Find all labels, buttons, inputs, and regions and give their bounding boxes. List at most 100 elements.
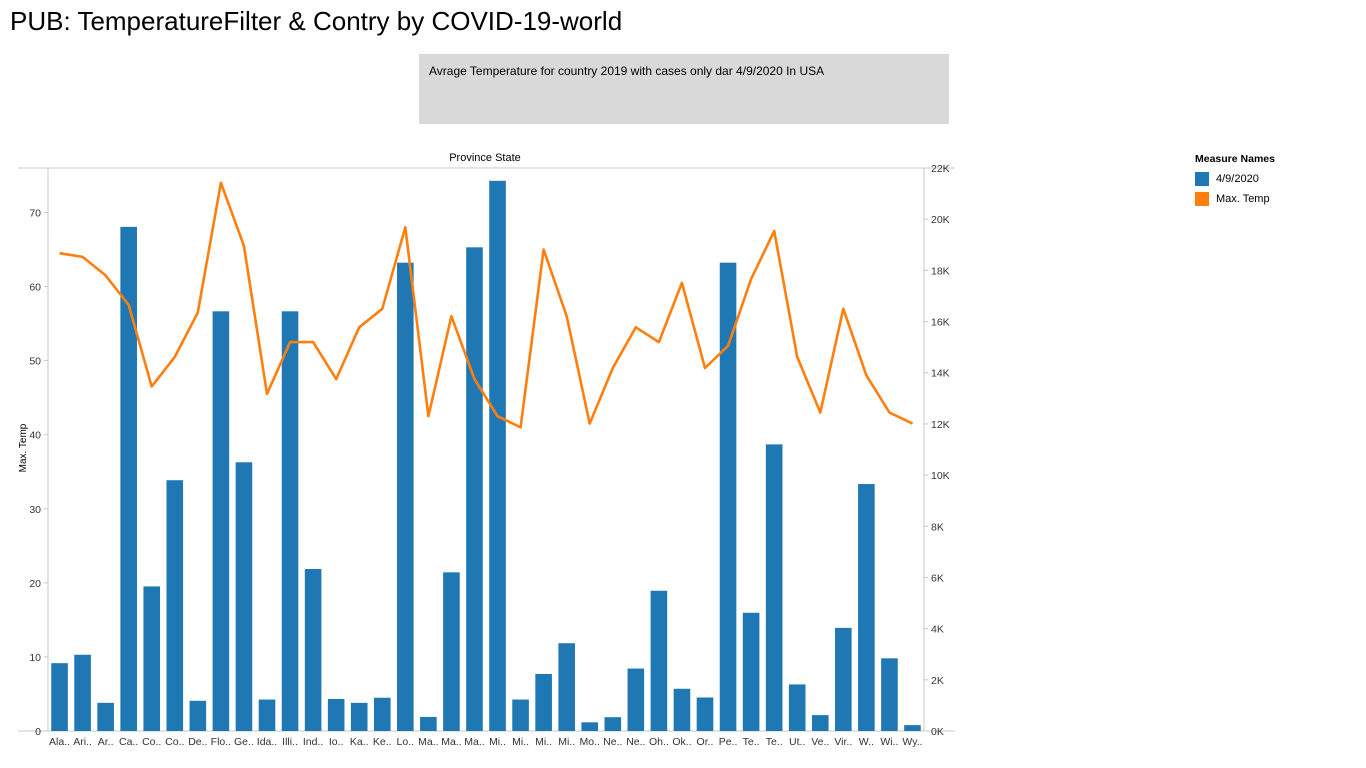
legend-swatch — [1195, 192, 1209, 206]
line-series — [59, 181, 914, 429]
x-tick-label: Ne.. — [626, 736, 645, 748]
x-tick-label: Ge.. — [234, 736, 254, 748]
x-tick-label: Wi.. — [880, 736, 898, 748]
bar — [420, 716, 437, 731]
bar — [719, 262, 737, 731]
dual-axis-chart: Province State Max. Temp 0 10 20 30 40 50 60 70… — [18, 152, 955, 748]
y-right-tick-label: 0K — [931, 726, 944, 738]
y-right-tick-label: 12K — [931, 419, 950, 431]
x-tick-label: Ida.. — [257, 736, 277, 748]
legend-item-cases[interactable]: 4/9/2020 — [1195, 169, 1275, 189]
x-tick-label: Flo.. — [211, 736, 231, 748]
y-axis-left: 0 10 20 30 40 50 60 70 — [29, 207, 48, 738]
x-tick-label: Ari.. — [73, 736, 92, 748]
x-tick-label: Wy.. — [902, 736, 922, 748]
y-right-tick-label: 18K — [931, 265, 950, 277]
x-tick-label: Ut.. — [789, 736, 805, 748]
y-right-tick-label: 4K — [931, 624, 944, 636]
y-right-tick-label: 2K — [931, 675, 944, 687]
x-tick-label: Ma.. — [464, 736, 484, 748]
x-tick-label: Ke.. — [373, 736, 392, 748]
legend-item-max-temp[interactable]: Max. Temp — [1195, 189, 1275, 209]
bar — [558, 643, 575, 731]
legend-item-label: 4/9/2020 — [1216, 173, 1259, 185]
bar — [788, 684, 806, 731]
bar — [373, 697, 391, 731]
x-tick-label: Ve.. — [811, 736, 829, 748]
y-axis-right: 0K 2K 4K 6K 8K 10K 12K 14K 16K 18K 20K 22K — [924, 163, 950, 738]
bar — [696, 697, 714, 731]
bar — [443, 572, 460, 731]
bar — [881, 658, 898, 731]
bar — [281, 311, 299, 731]
x-tick-label: Ne.. — [603, 736, 622, 748]
y-left-tick-label: 50 — [29, 356, 41, 368]
x-tick-label: Ca.. — [119, 736, 138, 748]
x-tick-label: Ind.. — [303, 736, 323, 748]
y-left-tick-label: 20 — [29, 578, 41, 590]
bar — [212, 311, 230, 731]
subtitle-box: Avrage Temperature for country 2019 with… — [419, 54, 949, 124]
x-tick-label: Pe.. — [719, 736, 738, 748]
y-right-tick-label: 16K — [931, 317, 950, 329]
bar — [512, 699, 529, 731]
page-title: PUB: TemperatureFilter & Contry by COVID… — [10, 6, 623, 36]
bar — [350, 702, 368, 731]
bar — [604, 717, 622, 731]
bar — [143, 586, 161, 731]
x-tick-label: Co.. — [142, 736, 161, 748]
x-tick-label: Vir.. — [834, 736, 852, 748]
bar — [765, 444, 783, 731]
x-tick-label: Co.. — [165, 736, 184, 748]
y-left-tick-label: 0 — [35, 726, 41, 738]
y-left-tick-label: 60 — [29, 282, 41, 294]
x-tick-label: Ma.. — [441, 736, 461, 748]
bar — [627, 668, 645, 731]
x-tick-label: Ma.. — [418, 736, 438, 748]
x-tick-label: Mi.. — [558, 736, 575, 748]
bar — [327, 699, 345, 731]
bar — [904, 725, 921, 731]
bar — [120, 226, 137, 731]
x-tick-label: Ala.. — [49, 736, 70, 748]
x-tick-label: Io.. — [329, 736, 344, 748]
x-tick-label: Mi.. — [512, 736, 529, 748]
x-tick-label: Mo.. — [580, 736, 600, 748]
x-tick-label: W.. — [859, 736, 874, 748]
y-left-tick-label: 40 — [29, 430, 41, 442]
bar — [235, 462, 253, 731]
bar-series — [51, 180, 921, 731]
bar — [673, 688, 691, 731]
bar — [466, 247, 483, 731]
bar — [581, 722, 599, 731]
bar — [489, 180, 506, 731]
bar — [811, 715, 829, 731]
y-right-tick-label: 6K — [931, 572, 944, 584]
bar — [97, 702, 114, 731]
x-tick-label: Oh.. — [649, 736, 669, 748]
bar — [51, 663, 68, 731]
legend-title: Measure Names — [1195, 153, 1275, 165]
y-left-tick-label: 30 — [29, 504, 41, 516]
subtitle-text: Avrage Temperature for country 2019 with… — [429, 64, 825, 78]
y-left-tick-label: 70 — [29, 207, 41, 219]
x-tick-label: Mi.. — [489, 736, 506, 748]
y-left-tick-label: 10 — [29, 652, 41, 664]
bar — [858, 484, 875, 731]
y-right-tick-label: 8K — [931, 521, 944, 533]
y-right-tick-label: 22K — [931, 163, 950, 175]
y-right-tick-label: 20K — [931, 214, 950, 226]
bar — [835, 627, 852, 731]
x-tick-label: Ar.. — [98, 736, 114, 748]
x-tick-label: Ka.. — [350, 736, 369, 748]
x-axis: Ala.. Ari.. Ar.. Ca.. Co.. Co.. De.. Flo.. Ge.. I… — [49, 736, 923, 748]
bar — [650, 590, 668, 731]
bar — [535, 673, 552, 731]
x-tick-label: Ok.. — [672, 736, 691, 748]
bar — [742, 612, 760, 731]
legend: Measure Names 4/9/2020 Max. Temp — [1195, 153, 1275, 209]
chart-title: Province State — [449, 152, 521, 164]
bar — [397, 262, 414, 731]
bar — [166, 480, 184, 731]
x-tick-label: Te.. — [743, 736, 760, 748]
